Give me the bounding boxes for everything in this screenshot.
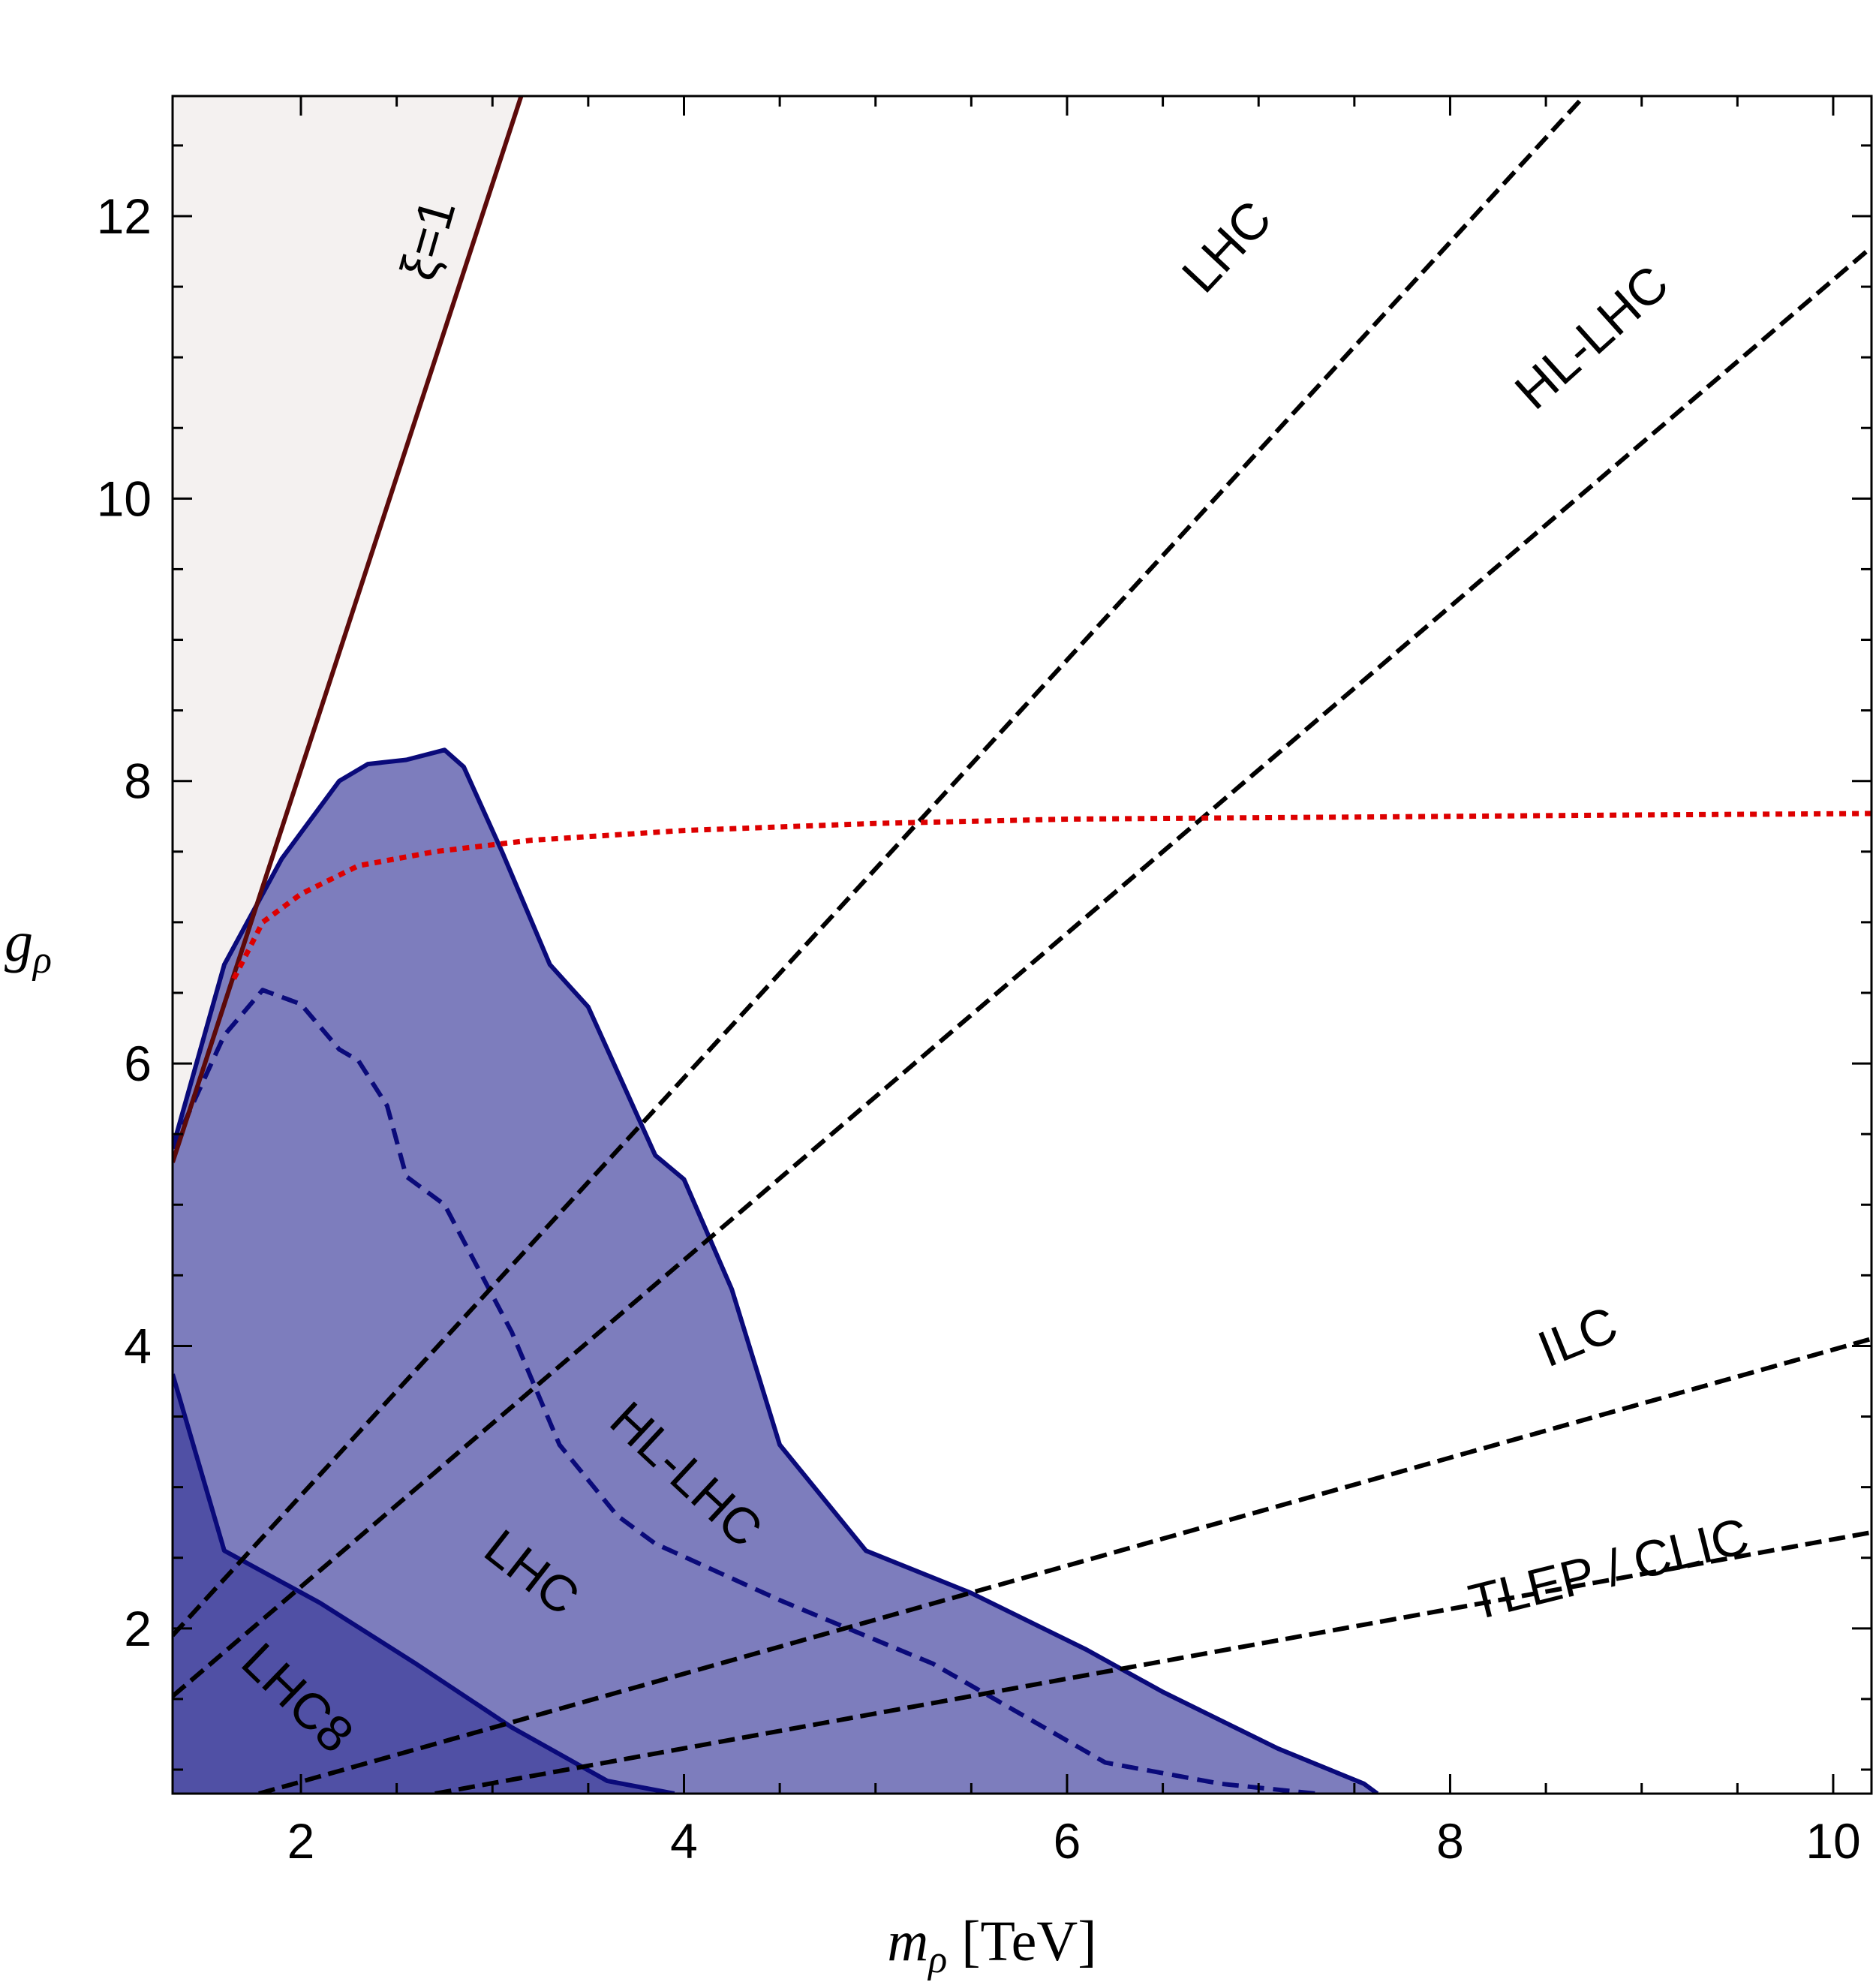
xi-line	[173, 96, 524, 1163]
axis-titles: mρ [TeV] gρ	[5, 910, 1097, 1981]
dashed-line-3	[434, 1529, 1871, 1794]
region-hl-lhc-boundary	[173, 747, 1379, 1794]
y-axis-title: gρ	[5, 910, 52, 982]
x-tick-label: 4	[670, 1813, 698, 1869]
region-lhc8-fill	[173, 1374, 675, 1794]
red-dotted-curve	[231, 811, 1871, 980]
y-tick-label: 12	[97, 188, 152, 244]
x-axis-title: mρ [TeV]	[887, 1910, 1096, 1981]
y-tick-label: 2	[124, 1601, 152, 1656]
y-tick-label: 8	[124, 753, 152, 809]
label-tlep-clic: TLEP / CLIC	[1463, 1507, 1754, 1632]
y-tick-label: 4	[124, 1318, 152, 1373]
region-lhc-boundary	[173, 988, 1317, 1794]
y-tick-label: 10	[97, 471, 152, 526]
plot-area	[173, 96, 1871, 1794]
label-ilc: ILC	[1530, 1295, 1625, 1378]
dashed-line-2	[258, 1337, 1871, 1794]
x-tick-label: 8	[1436, 1813, 1464, 1869]
label-hl-lhc: HL-LHC	[1505, 254, 1679, 420]
x-tick-label: 2	[287, 1813, 315, 1869]
dashed-line-0	[173, 96, 1586, 1638]
label-lhc: LHC	[1171, 190, 1282, 303]
dashed-line-1	[173, 245, 1871, 1698]
region-hl-lhc-fill	[173, 750, 1378, 1794]
plot-frame	[171, 95, 1873, 1795]
y-tick-label: 6	[124, 1036, 152, 1091]
region-lhc8-boundary	[173, 1373, 675, 1794]
axis-ticks: 2 4 6 8 10 2 4 6 8 10 12	[97, 96, 1871, 1869]
x-tick-label: 6	[1054, 1813, 1081, 1869]
x-tick-label: 10	[1805, 1813, 1860, 1869]
